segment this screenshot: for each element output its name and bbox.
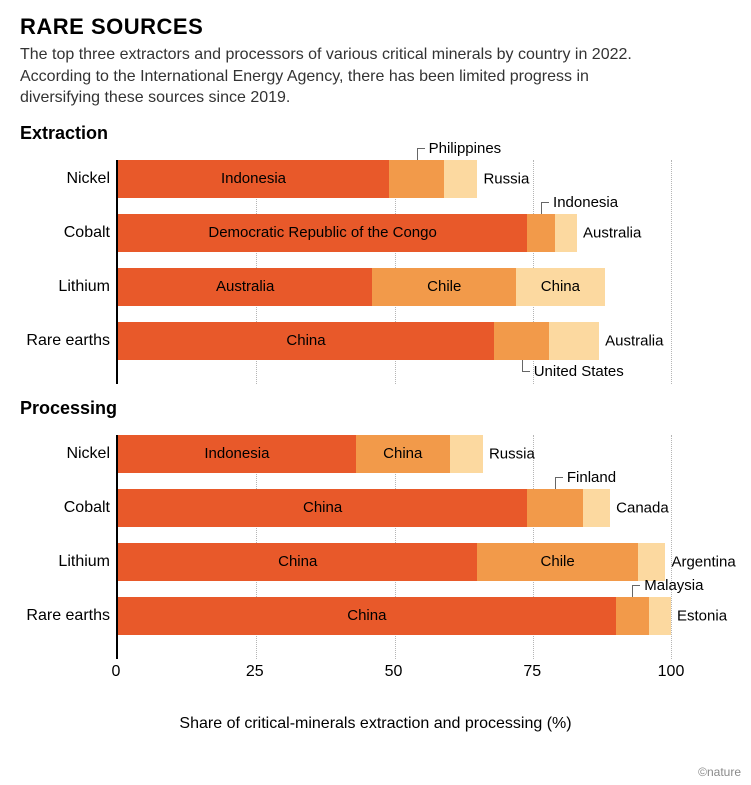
segment-label: Philippines <box>429 140 502 157</box>
bar-segment <box>450 435 483 473</box>
x-axis: 0255075100 <box>116 661 671 691</box>
segment-label: Chile <box>423 278 465 295</box>
chart-row: CobaltChinaFinlandCanada <box>118 489 671 527</box>
segment-label: China <box>282 332 329 349</box>
segment-label: Finland <box>567 469 616 486</box>
bar-segment: Democratic Republic of the Congo <box>118 214 527 252</box>
segment-label: Chile <box>537 553 579 570</box>
sections-host: ExtractionNickelIndonesiaPhilippinesRuss… <box>20 123 731 659</box>
segment-label: Argentina <box>671 553 735 570</box>
chart-row: NickelIndonesiaChinaRussia <box>118 435 671 473</box>
bar-segment <box>649 597 671 635</box>
callout-leader <box>417 148 418 160</box>
segment-label: China <box>537 278 584 295</box>
plot: NickelIndonesiaPhilippinesRussia CobaltDe… <box>116 160 671 384</box>
x-tick: 75 <box>523 663 541 681</box>
x-tick: 0 <box>112 663 121 681</box>
chart-row: LithiumChinaChileArgentina <box>118 543 671 581</box>
bar-segment: Indonesia <box>118 160 389 198</box>
chart-subtitle: The top three extractors and processors … <box>20 44 660 109</box>
chart-container: RARE SOURCES The top three extractors an… <box>0 0 751 733</box>
segment-label: Australia <box>212 278 278 295</box>
row-label: Cobalt <box>22 499 110 517</box>
bar-segment: Chile <box>477 543 637 581</box>
bar-segment <box>494 322 549 360</box>
credit-text: ©nature <box>698 765 741 779</box>
row-label: Lithium <box>22 278 110 296</box>
chart-area: NickelIndonesiaChinaRussiaCobaltChinaFin… <box>116 435 671 659</box>
bar-segment: Chile <box>372 268 516 306</box>
section-label: Extraction <box>20 123 731 144</box>
segment-label: Canada <box>616 499 669 516</box>
callout-leader <box>632 585 640 586</box>
plot: NickelIndonesiaChinaRussiaCobaltChinaFin… <box>116 435 671 659</box>
segment-label: Estonia <box>677 607 727 624</box>
grid-line <box>671 435 672 659</box>
callout-leader <box>555 477 563 478</box>
x-axis-title: Share of critical-minerals extraction an… <box>20 715 731 733</box>
segment-label: China <box>379 445 426 462</box>
bar-segment: China <box>118 597 616 635</box>
segment-label: China <box>299 499 346 516</box>
bar-segment: Australia <box>118 268 372 306</box>
bar-segment <box>583 489 611 527</box>
row-label: Rare earths <box>22 607 110 625</box>
segment-label: Russia <box>489 445 535 462</box>
segment-label: Indonesia <box>200 445 273 462</box>
row-label: Cobalt <box>22 224 110 242</box>
x-tick: 100 <box>658 663 685 681</box>
segment-label: Australia <box>605 332 663 349</box>
x-tick: 50 <box>385 663 403 681</box>
segment-label: Australia <box>583 224 641 241</box>
bar-segment <box>555 214 577 252</box>
callout-leader <box>555 477 556 489</box>
x-tick: 25 <box>246 663 264 681</box>
chart-row: LithiumAustraliaChileChina <box>118 268 671 306</box>
grid-line <box>671 160 672 384</box>
bar-segment: China <box>516 268 604 306</box>
bar-segment: China <box>118 543 477 581</box>
bar-segment <box>549 322 599 360</box>
bar-segment <box>444 160 477 198</box>
bar-segment <box>527 214 555 252</box>
callout-leader <box>632 585 633 597</box>
segment-label: China <box>274 553 321 570</box>
row-label: Lithium <box>22 553 110 571</box>
bar-segment: Indonesia <box>118 435 356 473</box>
chart-row: Rare earthsChinaMalaysiaEstonia <box>118 597 671 635</box>
chart-row: CobaltDemocratic Republic of the CongoIn… <box>118 214 671 252</box>
chart-area: NickelIndonesiaPhilippinesRussia CobaltDe… <box>116 160 671 384</box>
bar-segment <box>389 160 444 198</box>
callout-leader <box>541 202 542 214</box>
segment-label: Indonesia <box>217 170 290 187</box>
bar-segment: China <box>356 435 450 473</box>
segment-label: Indonesia <box>553 194 618 211</box>
bar-segment <box>527 489 582 527</box>
bar-segment: China <box>118 489 527 527</box>
row-label: Nickel <box>22 445 110 463</box>
bar-segment <box>616 597 649 635</box>
segment-label: China <box>343 607 390 624</box>
bar-segment: China <box>118 322 494 360</box>
callout-leader <box>541 202 549 203</box>
segment-label: United States <box>534 363 624 380</box>
segment-label: Malaysia <box>644 577 703 594</box>
bar-segment <box>638 543 666 581</box>
segment-label: Democratic Republic of the Congo <box>204 224 440 241</box>
chart-title: RARE SOURCES <box>20 14 731 40</box>
callout-leader <box>522 371 530 372</box>
chart-row: Rare earthsChinaUnited StatesAustralia <box>118 322 671 360</box>
segment-label: Russia <box>483 170 529 187</box>
row-label: Nickel <box>22 170 110 188</box>
callout-leader <box>417 148 425 149</box>
section-label: Processing <box>20 398 731 419</box>
chart-row: NickelIndonesiaPhilippinesRussia <box>118 160 671 198</box>
row-label: Rare earths <box>22 332 110 350</box>
